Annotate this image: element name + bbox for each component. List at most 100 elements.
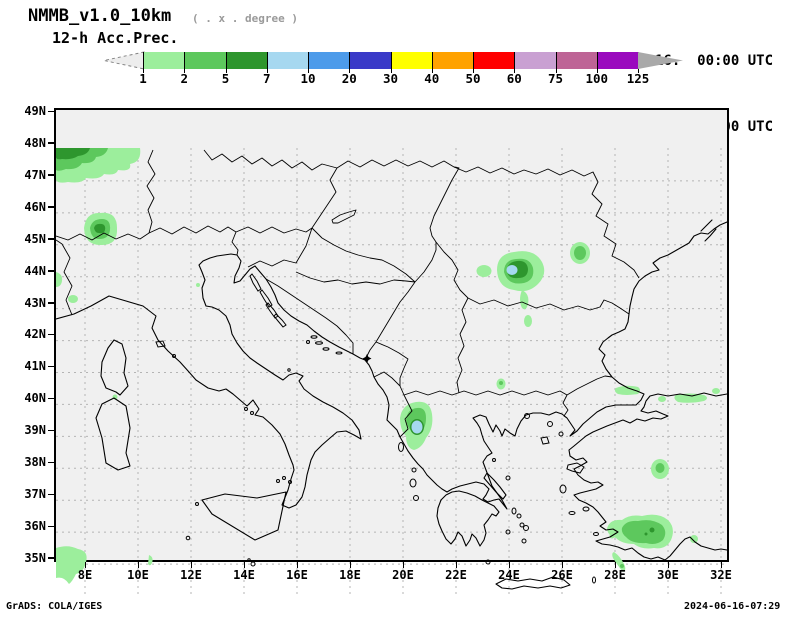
- legend-segment: [555, 52, 597, 69]
- legend-tick-label: 50: [465, 71, 481, 86]
- legend-boundary-tick: [349, 52, 351, 73]
- legend-boundary-tick: [184, 52, 186, 73]
- islands: [155, 273, 599, 584]
- legend-tick-label: 5: [221, 71, 230, 86]
- lat-axis-tick: [48, 397, 55, 400]
- legend-segment: [308, 52, 350, 69]
- legend-boundary-tick: [266, 52, 268, 73]
- lat-axis-label: 46N: [24, 199, 46, 214]
- legend-boundary-tick: [596, 52, 598, 73]
- legend-tick-label: 40: [424, 71, 440, 86]
- legend-tick-label: 100: [585, 71, 609, 86]
- precip-level3-shapes: [56, 148, 655, 536]
- lat-axis-tick: [48, 333, 55, 336]
- lon-axis-tick: [296, 562, 298, 568]
- lon-axis-label: 8E: [77, 568, 93, 582]
- legend-segment: [473, 52, 515, 69]
- lat-axis-label: 48N: [24, 135, 46, 150]
- lat-axis-tick: [48, 429, 55, 432]
- coast-detail-marker: [362, 354, 372, 363]
- lat-axis-label: 45N: [24, 231, 46, 246]
- lon-axis-label: 26E: [551, 568, 573, 582]
- legend-tick-label: 7: [262, 71, 271, 86]
- resolution-note: ( . x . degree ): [192, 12, 298, 25]
- lat-axis-tick: [48, 174, 55, 176]
- lon-axis-tick: [190, 562, 192, 568]
- grads-stamp: GrADS: COLA/IGES: [6, 601, 103, 612]
- lat-axis-label: 35N: [24, 550, 46, 565]
- lat-axis-tick: [48, 365, 55, 368]
- lat-axis-label: 42N: [24, 327, 46, 342]
- timestamp-stamp: 2024-06-16-07:29: [684, 601, 781, 612]
- lon-axis-label: 22E: [445, 568, 467, 582]
- map-svg: [56, 148, 727, 598]
- lon-axis-label: 30E: [657, 568, 679, 582]
- lat-axis-label: 49N: [24, 104, 46, 118]
- lat-axis-label: 44N: [24, 263, 46, 278]
- legend-tick-label: 10: [300, 71, 316, 86]
- legend-boundary-tick: [555, 52, 557, 73]
- lat-axis-tick: [48, 461, 55, 464]
- legend-tick-label: 75: [547, 71, 564, 86]
- lat-axis-tick: [48, 557, 55, 559]
- precipitation-layer: [56, 148, 720, 584]
- lon-axis-label: 16E: [286, 568, 308, 582]
- legend-tick-label: 125: [626, 71, 650, 86]
- lon-axis-tick: [243, 562, 245, 568]
- legend-segment: [431, 52, 473, 69]
- lat-axis-tick: [48, 270, 55, 272]
- lon-axis-tick: [84, 562, 86, 568]
- country-borders: [56, 149, 640, 438]
- lon-axis-label: 20E: [392, 568, 414, 582]
- lon-axis-tick: [614, 562, 616, 568]
- lon-axis-label: 28E: [604, 568, 626, 582]
- lon-axis-label: 14E: [233, 568, 255, 582]
- legend-segment: [596, 52, 638, 69]
- lon-axis-tick: [455, 562, 457, 568]
- lon-axis-tick: [137, 562, 139, 568]
- legend-boundary-tick: [143, 52, 144, 73]
- precip-level1-shapes: [56, 148, 720, 584]
- lat-axis-label: 40N: [24, 391, 46, 406]
- product-title: 12-h Acc.Prec.: [52, 29, 179, 47]
- legend-tick-label: 2: [180, 71, 189, 86]
- lat-axis-label: 41N: [24, 359, 46, 374]
- lon-axis-tick: [508, 562, 510, 568]
- map-canvas: [56, 110, 727, 598]
- map-frame: [54, 108, 729, 562]
- lon-axis-tick: [667, 562, 669, 568]
- legend-tick-label: 30: [382, 71, 399, 86]
- precip-level4-shapes: [411, 265, 518, 434]
- model-title: NMMB_v1.0_10km: [28, 6, 172, 26]
- lon-axis-tick: [561, 562, 563, 568]
- legend-segment: [390, 52, 432, 69]
- legend-boundary-tick: [473, 52, 474, 73]
- legend-boundary-tick: [431, 52, 433, 73]
- legend-tick-label: 1: [139, 71, 147, 86]
- lon-axis-label: 12E: [180, 568, 202, 582]
- legend-boundary-tick: [390, 52, 392, 73]
- legend-segment: [266, 52, 308, 69]
- legend-segment: [514, 52, 556, 69]
- legend-overflow-arrow-icon: [638, 52, 683, 69]
- lat-axis-tick: [48, 142, 55, 144]
- lat-axis-label: 43N: [24, 295, 46, 310]
- lon-axis-label: 24E: [498, 568, 520, 582]
- lat-axis-label: 47N: [24, 167, 46, 182]
- lat-axis-tick: [48, 493, 55, 496]
- legend-boundary-tick: [225, 52, 227, 73]
- lon-axis-label: 10E: [127, 568, 149, 582]
- lon-axis-tick: [720, 562, 722, 568]
- legend-segment: [225, 52, 267, 69]
- legend-boundary-tick: [308, 52, 309, 73]
- legend-colorbar: 1 2 5 7 10 20 30 40 50 60 75 100 125: [0, 0, 800, 95]
- legend-boundary-tick: [514, 52, 516, 73]
- lon-axis-label: 32E: [710, 568, 732, 582]
- lat-axis-label: 37N: [24, 487, 46, 502]
- lon-axis-tick: [349, 562, 351, 568]
- lat-axis-label: 38N: [24, 455, 46, 470]
- lat-axis-tick: [48, 238, 55, 240]
- lat-axis-tick: [48, 525, 55, 528]
- lat-axis-tick: [48, 110, 55, 112]
